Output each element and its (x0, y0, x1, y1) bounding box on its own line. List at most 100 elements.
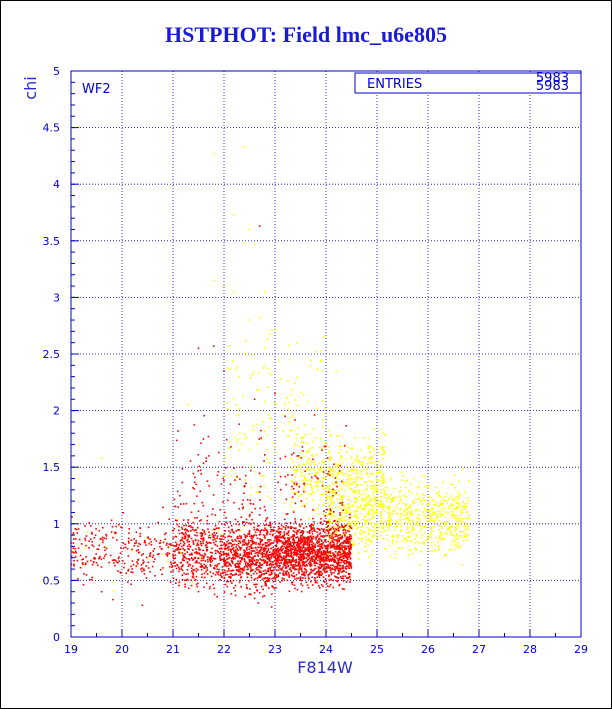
series-1-point (373, 532, 376, 534)
series-0-point (89, 578, 91, 581)
series-1-point (292, 460, 294, 463)
series-0-point (274, 573, 276, 575)
series-0-point (310, 526, 312, 528)
series-0-point (253, 597, 256, 600)
series-0-point (316, 540, 319, 542)
series-0-point (235, 569, 238, 572)
series-0-point (252, 550, 254, 552)
series-0-point (205, 544, 208, 546)
series-0-point (234, 594, 237, 597)
series-1-point (445, 523, 447, 526)
series-0-point (174, 535, 176, 538)
series-0-point (274, 555, 276, 558)
series-1-point (348, 520, 350, 523)
series-0-point (316, 555, 319, 557)
series-0-point (289, 567, 292, 569)
series-0-point (214, 552, 217, 555)
series-1-point (368, 511, 370, 513)
series-0-point (312, 535, 315, 538)
series-0-point (268, 554, 271, 556)
series-0-point (195, 575, 198, 578)
series-0-point (73, 560, 75, 562)
series-1-point (304, 476, 306, 479)
series-1-point (287, 380, 289, 382)
series-0-point (327, 540, 330, 543)
series-0-point (337, 545, 340, 547)
series-0-point (316, 581, 318, 584)
series-0-point (288, 546, 290, 548)
series-0-point (199, 490, 201, 493)
series-0-point (247, 568, 249, 570)
series-0-point (253, 578, 255, 581)
series-0-point (222, 535, 224, 537)
series-0-point (303, 562, 306, 564)
series-0-point (178, 570, 180, 573)
series-0-point (92, 561, 95, 564)
series-0-point (292, 554, 295, 556)
series-0-point (329, 564, 332, 567)
series-0-point (297, 563, 300, 566)
series-1-point (315, 437, 317, 439)
series-0-point (183, 524, 185, 527)
series-1-point (311, 490, 314, 493)
series-0-point (320, 543, 323, 545)
series-0-point (210, 575, 213, 578)
series-1-point (373, 449, 375, 451)
series-0-point (329, 513, 331, 515)
series-0-point (235, 523, 237, 525)
series-1-point (336, 463, 339, 466)
series-1-point (349, 483, 352, 486)
series-1-point (462, 505, 464, 508)
series-0-point (201, 573, 203, 576)
series-0-point (261, 555, 264, 557)
series-0-point (173, 545, 175, 547)
series-1-point (441, 525, 443, 528)
series-0-point (250, 553, 253, 555)
series-1-point (431, 520, 434, 522)
series-0-point (271, 569, 273, 572)
series-1-point (351, 462, 354, 464)
series-0-point (248, 546, 251, 548)
series-0-point (242, 507, 244, 510)
series-0-point (263, 595, 266, 597)
series-0-point (340, 561, 342, 564)
series-0-point (184, 556, 186, 558)
series-1-point (166, 560, 169, 563)
series-1-point (371, 518, 373, 520)
series-1-point (383, 490, 386, 492)
series-1-point (355, 517, 358, 520)
series-0-point (273, 521, 276, 524)
series-0-point (274, 567, 276, 569)
series-0-point (229, 548, 232, 550)
series-0-point (190, 553, 192, 556)
series-1-point (349, 523, 352, 526)
series-1-point (376, 522, 378, 525)
series-0-point (308, 538, 311, 540)
series-1-point (331, 521, 334, 524)
series-1-point (349, 522, 351, 525)
series-1-point (257, 371, 260, 374)
series-0-point (259, 499, 261, 501)
series-0-point (266, 580, 268, 583)
series-0-point (287, 534, 290, 537)
series-1-point (466, 525, 469, 528)
series-0-point (244, 485, 246, 487)
series-1-point (354, 486, 357, 489)
series-1-point (439, 513, 442, 515)
series-1-point (320, 493, 323, 496)
series-1-point (411, 526, 414, 529)
series-0-point (274, 578, 277, 580)
series-1-point (355, 497, 357, 499)
series-0-point (296, 455, 299, 457)
x-tick-label: 20 (115, 643, 129, 656)
series-0-point (288, 539, 290, 542)
series-1-point (463, 532, 465, 535)
series-0-point (294, 520, 297, 523)
series-1-point (326, 486, 328, 488)
series-0-point (181, 536, 184, 539)
series-0-point (321, 557, 323, 560)
series-1-point (466, 534, 469, 537)
series-0-point (185, 524, 187, 527)
series-0-point (342, 545, 345, 548)
series-0-point (305, 570, 308, 572)
